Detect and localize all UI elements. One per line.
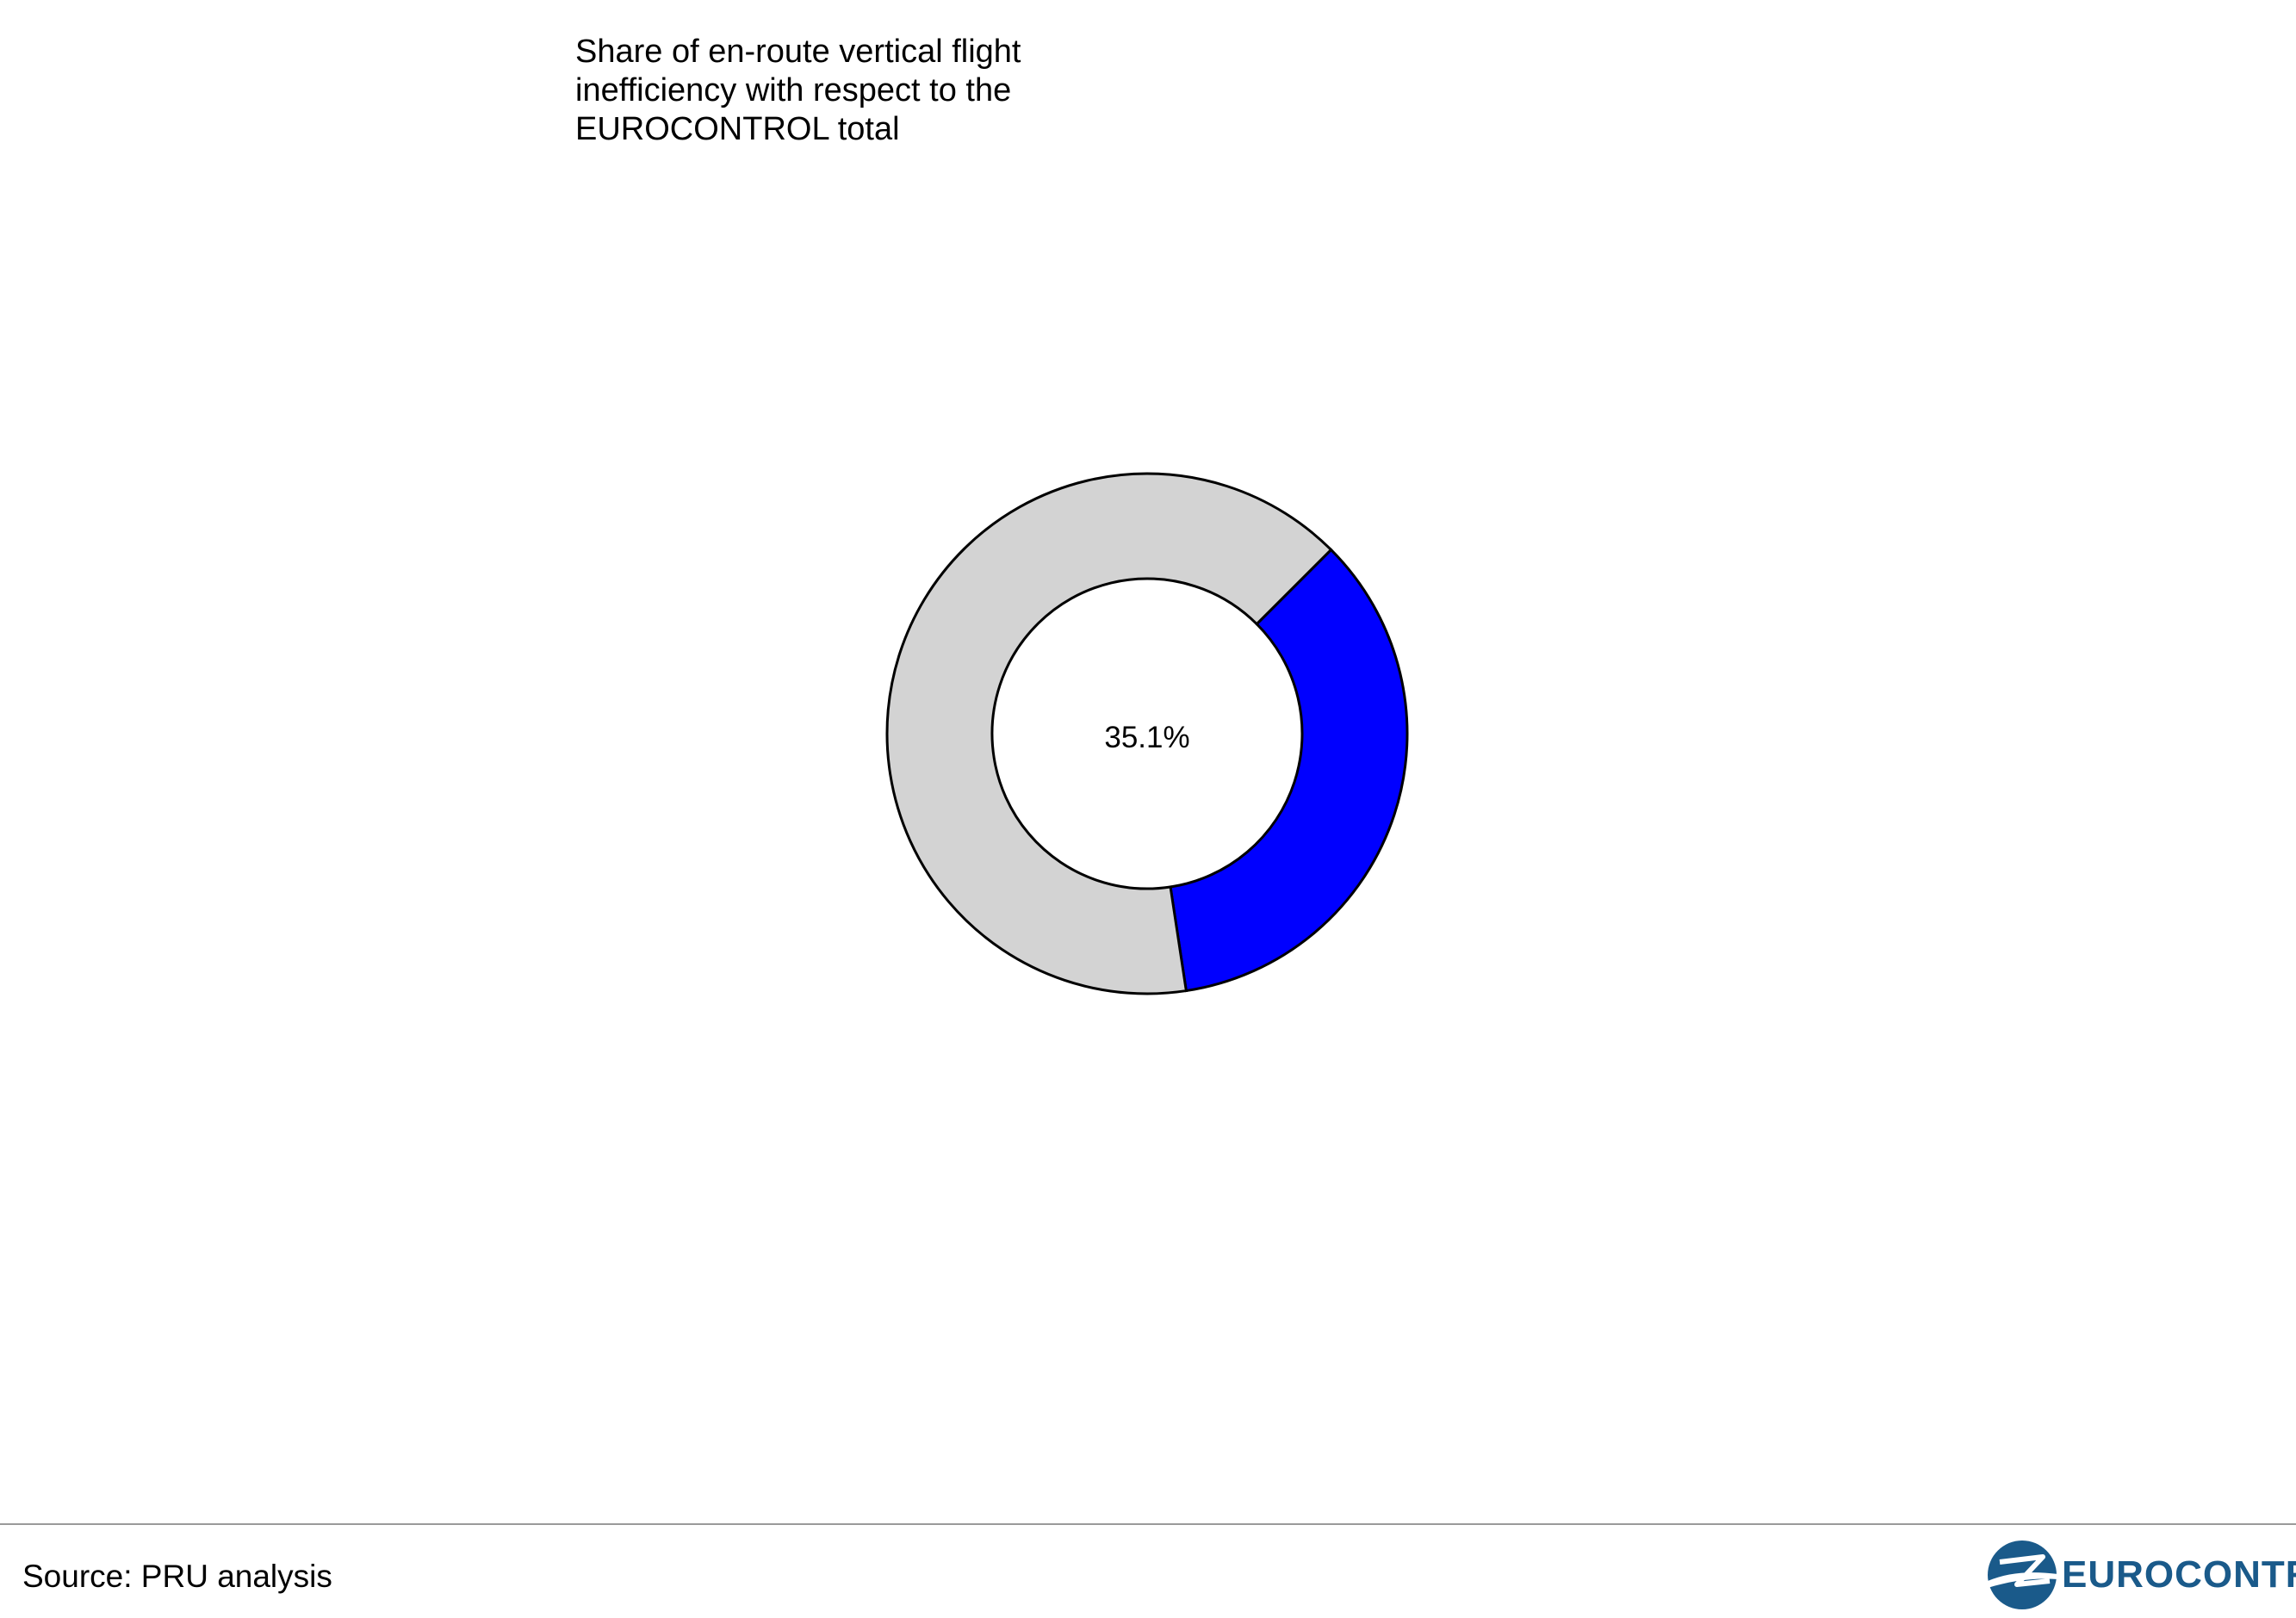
eurocontrol-logo: EUROCONTROL bbox=[1983, 1536, 2296, 1614]
eurocontrol-emblem-icon bbox=[1988, 1541, 2058, 1609]
donut-slice-1 bbox=[885, 472, 1333, 995]
footer-divider bbox=[0, 1523, 2296, 1525]
source-note: Source: PRU analysis bbox=[22, 1559, 332, 1594]
donut-slice-0 bbox=[1169, 548, 1409, 993]
logo-wordmark: EUROCONTROL bbox=[2062, 1553, 2296, 1596]
donut-slices bbox=[885, 472, 1409, 995]
center-label: 35.1% bbox=[1104, 721, 1189, 754]
chart-title: Share of en-route vertical flight ineffi… bbox=[575, 34, 1021, 147]
